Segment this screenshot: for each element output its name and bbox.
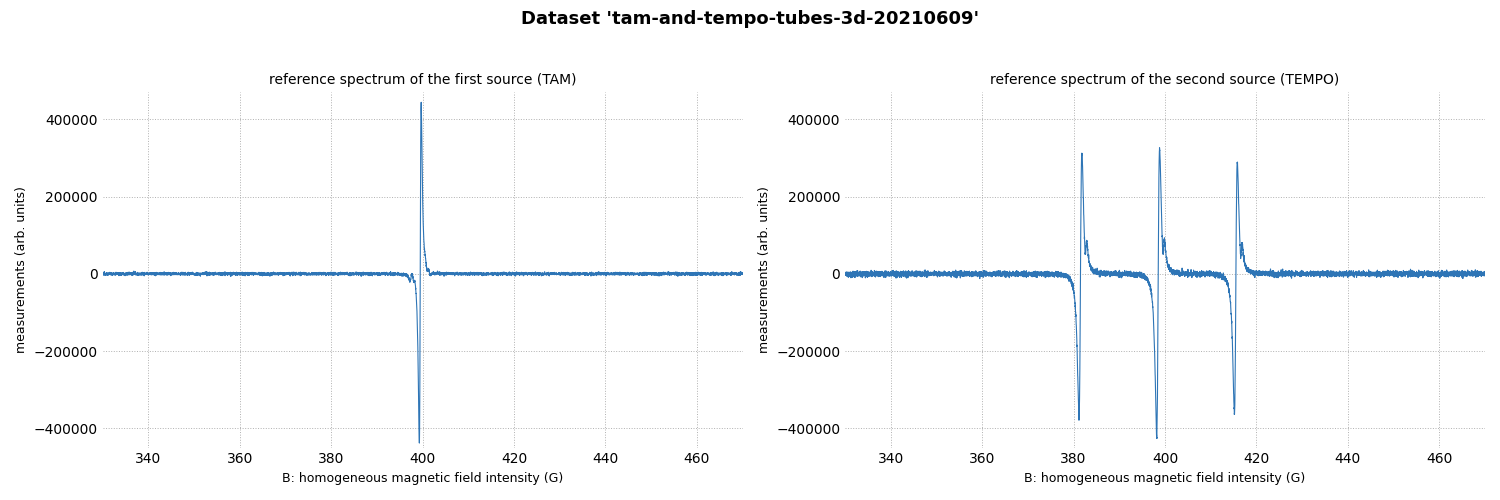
- Title: reference spectrum of the second source (TEMPO): reference spectrum of the second source …: [990, 73, 1340, 87]
- X-axis label: B: homogeneous magnetic field intensity (G): B: homogeneous magnetic field intensity …: [282, 472, 562, 485]
- Y-axis label: measurements (arb. units): measurements (arb. units): [15, 186, 28, 354]
- Title: reference spectrum of the first source (TAM): reference spectrum of the first source (…: [268, 73, 576, 87]
- X-axis label: B: homogeneous magnetic field intensity (G): B: homogeneous magnetic field intensity …: [1024, 472, 1305, 485]
- Y-axis label: measurements (arb. units): measurements (arb. units): [758, 186, 771, 354]
- Text: Dataset 'tam-and-tempo-tubes-3d-20210609': Dataset 'tam-and-tempo-tubes-3d-20210609…: [520, 10, 980, 28]
